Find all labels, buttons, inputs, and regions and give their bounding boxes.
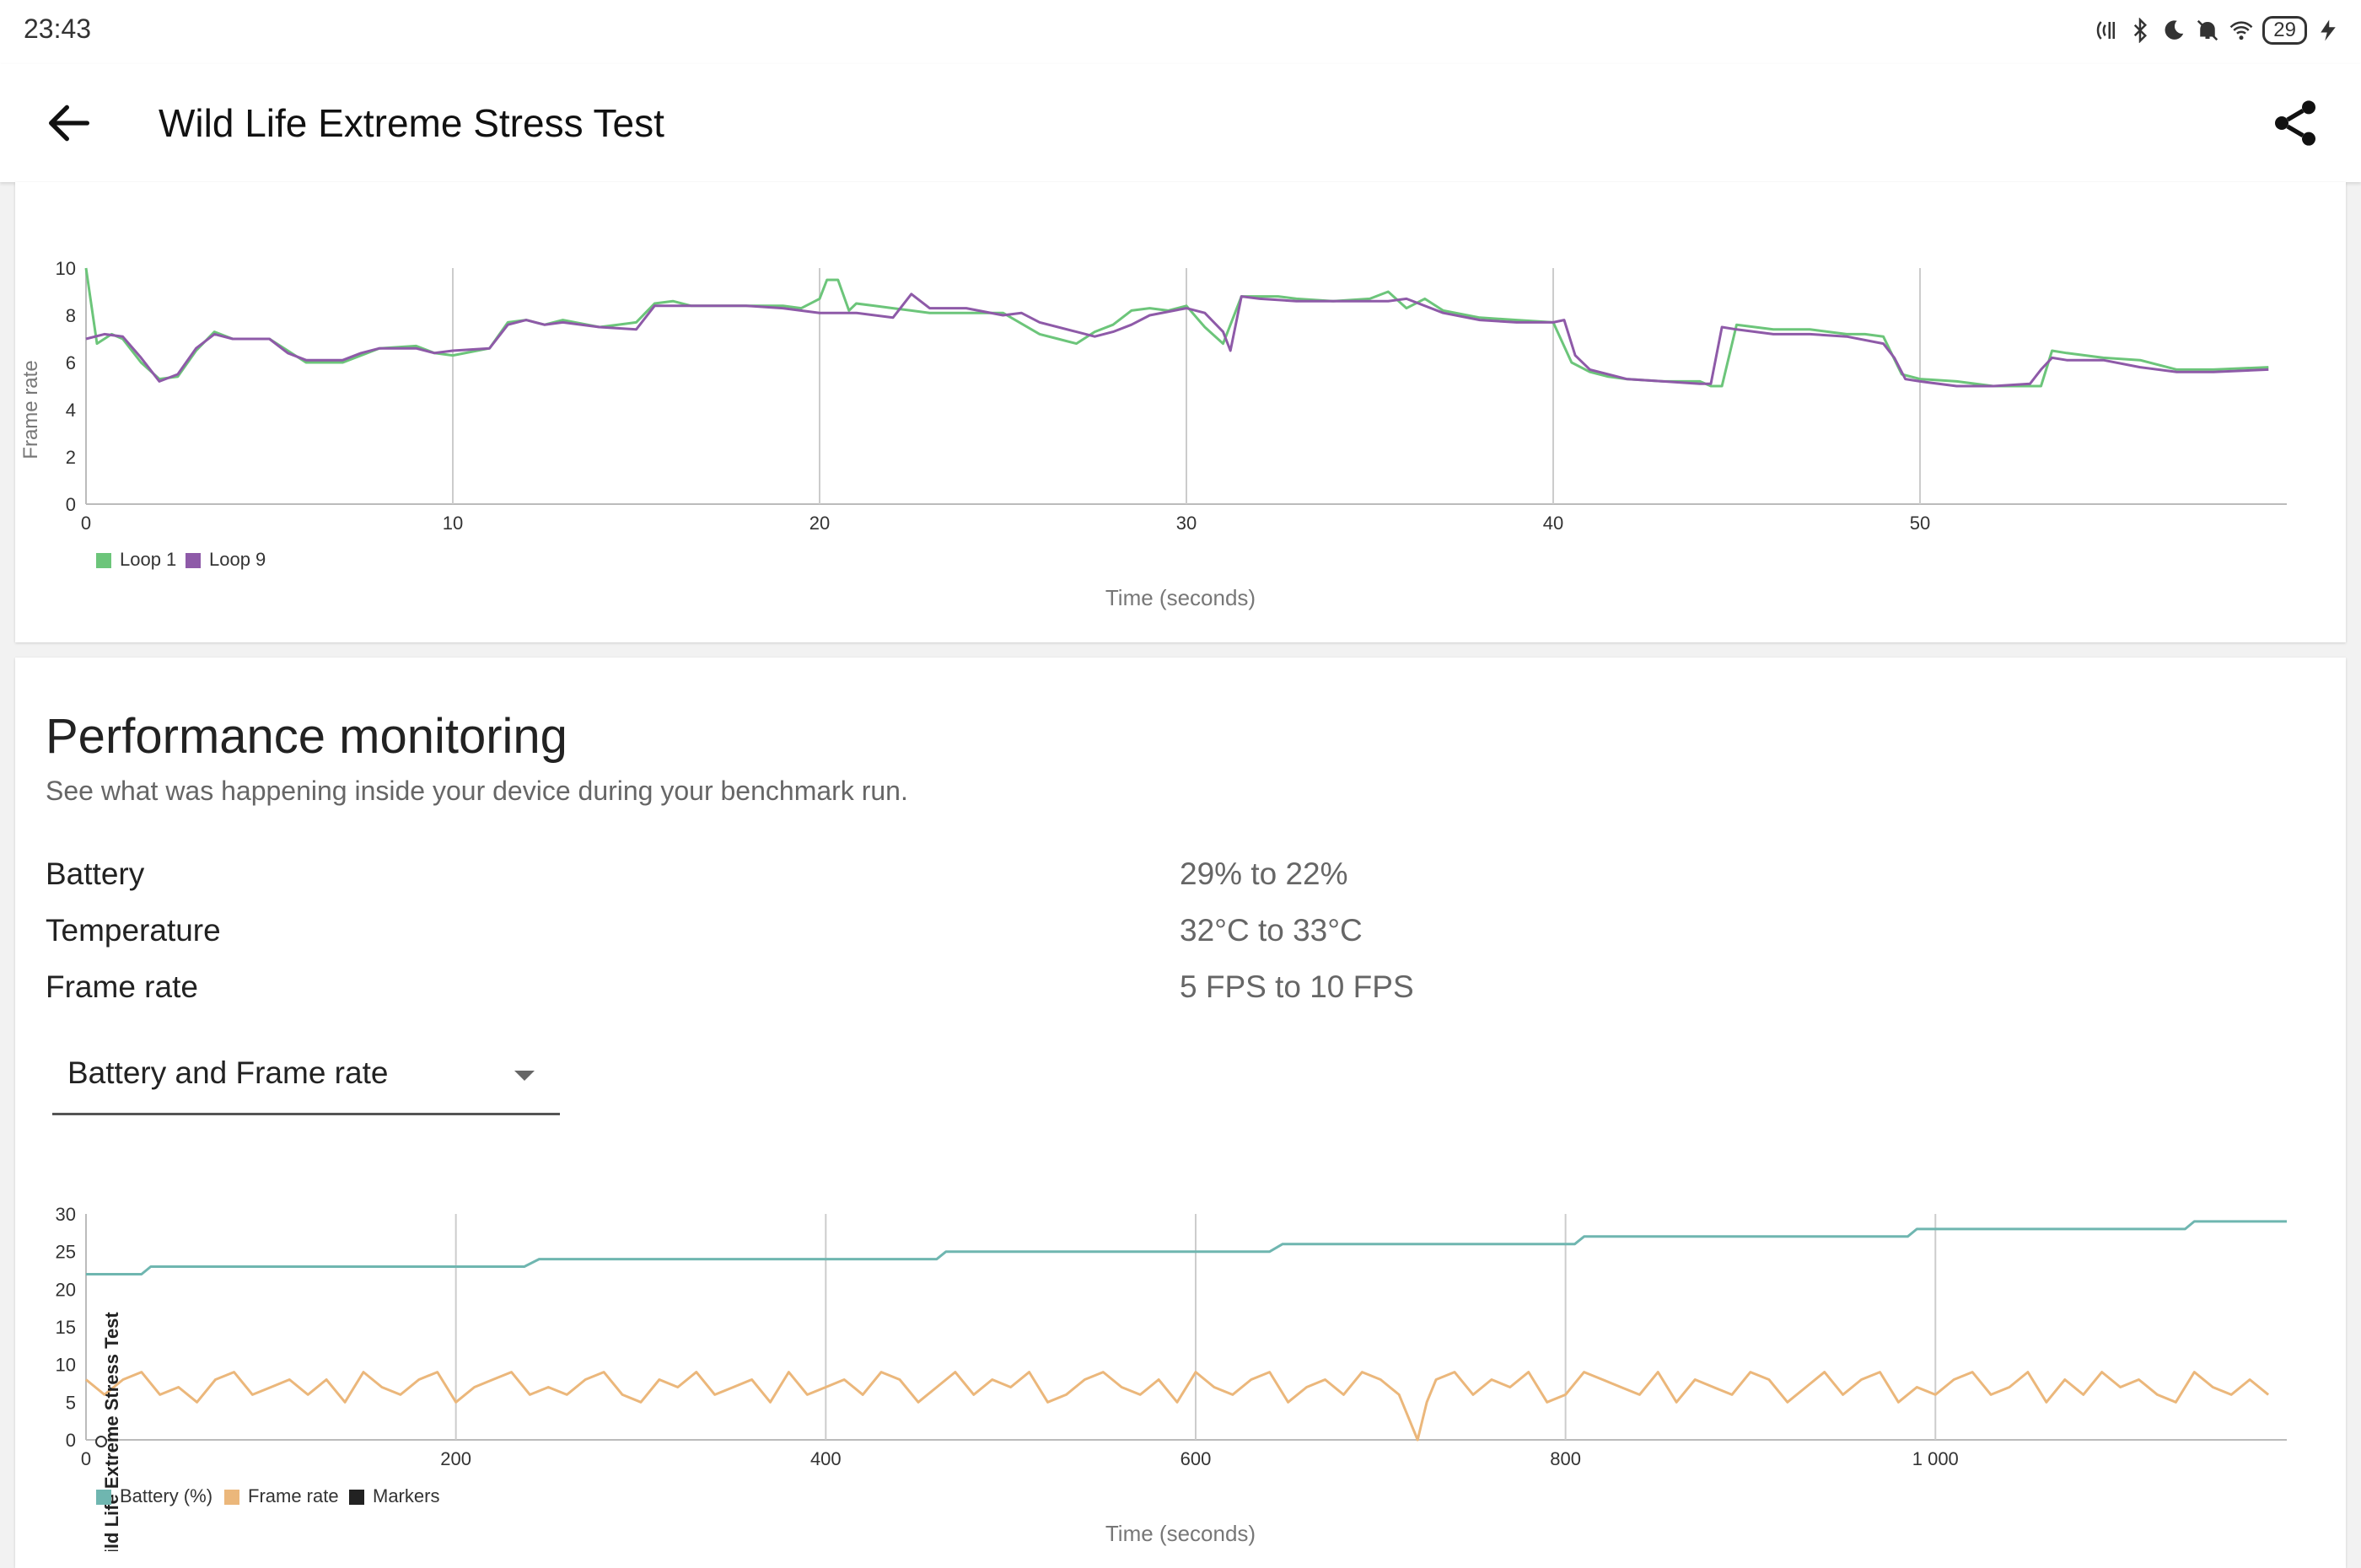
section-title: Performance monitoring (46, 709, 567, 764)
legend-label-loop9: Loop 9 (209, 549, 266, 570)
stat-value: 32°C to 33°C (1180, 913, 1363, 948)
stat-value: 5 FPS to 10 FPS (1180, 969, 1414, 1004)
frame-rate-card: 0 2 4 6 8 10 0 10 20 30 40 50 Frame rate Loop 1 Lo… (15, 182, 2346, 642)
y-axis-label: Wild Life Extreme Stress Test (101, 1312, 122, 1551)
bluetooth-icon (2134, 18, 2148, 43)
legend: Loop 1 Loop 9 (96, 549, 266, 570)
legend-swatch-markers (349, 1490, 364, 1505)
status-time: 23:43 (24, 13, 92, 44)
nfc-icon (2097, 21, 2116, 40)
y-tick-label: 30 (56, 1204, 76, 1225)
y-tick-label: 10 (56, 1355, 76, 1376)
series-line-loop-9 (85, 293, 2269, 388)
series-line-frame-rate (85, 1371, 2270, 1442)
y-tick-label: 25 (56, 1242, 76, 1263)
x-tick-label: 600 (1180, 1448, 1212, 1469)
frame-rate-chart: 0 2 4 6 8 10 0 10 20 30 40 50 Frame rate Loop 1 Lo… (19, 258, 2287, 610)
status-icons: 29 (2094, 12, 2341, 49)
legend-label-frame-rate: Frame rate (248, 1485, 339, 1506)
legend-swatch-loop9 (186, 553, 201, 568)
x-tick-label: 20 (809, 513, 830, 534)
y-tick-label: 0 (66, 1430, 76, 1451)
y-tick-label: 6 (66, 352, 76, 373)
status-bar: 23:43 29 (0, 0, 2361, 64)
battery-frame-rate-chart: 0 5 10 15 20 25 30 0 200 400 600 800 1 000 Wild Lif… (56, 1204, 2287, 1551)
app-bar: Wild Life Extreme Stress Test (0, 64, 2361, 182)
performance-card: Performance monitoring See what was happ… (15, 658, 2346, 1568)
legend: Battery (%) Frame rate Markers (96, 1485, 439, 1506)
page-title: Wild Life Extreme Stress Test (159, 101, 664, 145)
y-tick-label: 4 (66, 400, 76, 421)
legend-swatch-battery (96, 1490, 111, 1505)
stat-label: Frame rate (46, 969, 198, 1004)
series-line-loop-1 (84, 267, 2269, 388)
section-subtitle: See what was happening inside your devic… (46, 776, 908, 806)
stat-row-frame-rate: Frame rate 5 FPS to 10 FPS (46, 969, 2322, 1020)
x-tick-label: 400 (810, 1448, 842, 1469)
legend-swatch-frame-rate (224, 1490, 239, 1505)
y-tick-label: 20 (56, 1279, 76, 1300)
legend-label-battery: Battery (%) (120, 1485, 212, 1506)
stat-label: Battery (46, 856, 145, 891)
chart-type-select[interactable]: Battery and Frame rate (52, 1045, 560, 1115)
x-tick-label: 0 (81, 1448, 91, 1469)
y-tick-label: 5 (66, 1392, 76, 1413)
x-tick-label: 800 (1550, 1448, 1581, 1469)
y-tick-label: 2 (66, 447, 76, 468)
x-axis-label: Time (seconds) (1105, 585, 1256, 610)
select-value: Battery and Frame rate (67, 1055, 389, 1090)
x-tick-label: 10 (443, 513, 463, 534)
y-tick-label: 0 (66, 494, 76, 515)
y-tick-label: 15 (56, 1317, 76, 1338)
back-arrow-icon[interactable] (42, 96, 96, 150)
x-tick-label: 40 (1543, 513, 1563, 534)
bell-off-icon (2197, 19, 2218, 41)
legend-label-loop1: Loop 1 (120, 549, 176, 570)
chevron-down-icon (514, 1071, 535, 1081)
stat-row-battery: Battery 29% to 22% (46, 856, 2322, 907)
marker-icon (95, 1436, 107, 1447)
legend-label-markers: Markers (373, 1485, 439, 1506)
charging-icon (2321, 19, 2336, 41)
stat-value: 29% to 22% (1180, 856, 1348, 891)
wifi-icon (2229, 21, 2253, 40)
stat-label: Temperature (46, 913, 221, 948)
y-axis-label: Frame rate (19, 360, 42, 459)
x-tick-label: 1 000 (1912, 1448, 1959, 1469)
moon-icon (2165, 20, 2184, 40)
y-tick-label: 8 (66, 305, 76, 326)
share-icon[interactable] (2268, 96, 2322, 150)
y-tick-label: 10 (56, 258, 76, 279)
x-tick-label: 0 (81, 513, 91, 534)
series-line-battery- (86, 1220, 2287, 1275)
legend-swatch-loop1 (96, 553, 111, 568)
x-axis-label: Time (seconds) (1105, 1521, 1256, 1546)
battery-icon: 29 (2262, 16, 2307, 45)
stat-row-temperature: Temperature 32°C to 33°C (46, 913, 2322, 964)
x-tick-label: 30 (1176, 513, 1197, 534)
x-tick-label: 200 (440, 1448, 471, 1469)
x-tick-label: 50 (1910, 513, 1930, 534)
